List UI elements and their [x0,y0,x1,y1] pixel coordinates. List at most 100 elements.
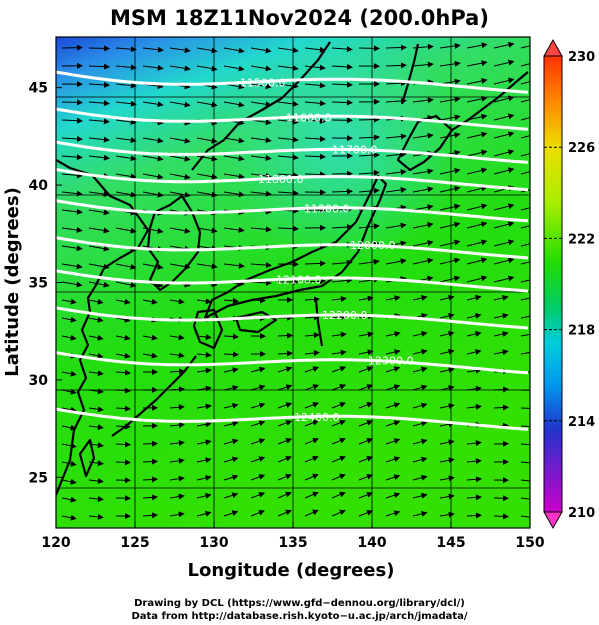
wind-vector [115,459,131,466]
wind-vector [466,440,482,447]
wind-vector [277,118,299,125]
wind-vector [88,495,104,502]
map-plot-area: 11500.0 11600.0 11700.0 11800.0 11900.0 12000… [56,37,530,528]
wind-vector [412,492,428,499]
wind-vector [385,384,401,391]
wind-vector [385,222,407,229]
wind-vector [493,295,509,301]
wind-vector [385,492,401,499]
wind-vector [466,385,482,392]
wind-vector [331,63,353,70]
wind-vector [277,350,293,357]
wind-vector [61,442,77,449]
wind-vector [520,207,530,211]
colorbar-tick-label: 226 [568,141,595,156]
wind-vector [142,512,158,519]
wind-vector [250,83,272,90]
wind-vector [61,172,83,179]
wind-vector [520,405,530,412]
wind-vector [412,402,428,409]
wind-vector [88,281,110,288]
wind-vector [412,61,434,68]
wind-vector [304,64,326,71]
wind-vector [358,437,374,445]
wind-vector [358,349,374,356]
wind-vector [61,514,77,521]
y-tick-label: 45 [29,81,48,97]
wind-vector [304,118,326,125]
wind-vector [223,137,245,144]
wind-vector [493,77,515,85]
height-contour-line [56,269,529,293]
wind-vector [142,46,164,53]
wind-vector [466,203,488,211]
wind-vector [142,173,164,180]
x-tick-label: 145 [436,535,465,551]
height-contour-label: 11600.0 [286,111,332,124]
wind-vector [115,441,131,448]
wind-vector [439,239,461,247]
wind-vector [466,167,488,175]
wind-vector [331,277,353,284]
wind-vector [223,510,239,517]
wind-vector [196,334,212,341]
wind-vector [412,43,434,50]
wind-vector [304,455,319,463]
coastline-kurils [451,71,529,131]
wind-vector [385,44,407,51]
wind-vector [466,42,488,49]
wind-vector [169,368,185,375]
wind-vector [115,387,131,394]
wind-vector [115,46,137,53]
wind-vector [466,113,488,121]
wind-vector [61,460,77,467]
wind-vector [169,422,185,429]
wind-vector [385,438,401,445]
colorbar-max-arrow [543,38,563,57]
wind-vector [142,101,164,108]
wind-vector [196,298,212,305]
wind-vector [250,456,266,463]
wind-vector [142,64,164,71]
wind-vector [223,262,245,269]
height-contour-label: 12100.0 [276,274,322,287]
wind-vector [493,404,509,411]
height-contour-label: 11500.0 [240,77,286,90]
wind-vector [493,167,515,175]
wind-vector [196,173,218,180]
wind-vector [250,190,272,197]
wind-vector [466,494,482,501]
wind-vector [358,455,374,463]
colorbar-min-arrow [543,511,563,530]
wind-vector [358,420,374,427]
wind-vector [439,312,455,319]
wind-vector [358,491,374,499]
wind-vector [520,514,530,521]
coastline-taiwan [78,438,96,478]
wind-vector [466,458,482,465]
wind-vector [196,457,212,464]
wind-vector [169,47,191,54]
wind-vector [304,473,319,481]
wind-vector [88,245,110,252]
wind-vector [520,243,530,247]
height-contour-line [56,199,529,223]
wind-vector [61,226,83,233]
wind-vector [520,63,530,67]
wind-vector [331,419,346,427]
wind-vector [412,331,428,337]
height-contour-label: 11700.0 [332,143,378,156]
height-contours: 11500.0 11600.0 11700.0 11800.0 11900.0 12000… [56,70,529,431]
wind-vector [358,384,374,391]
wind-vector [304,100,326,107]
wind-vector [466,512,482,519]
wind-vector [277,491,292,499]
wind-vector [412,97,434,104]
wind-vector [385,133,407,140]
wind-vector [250,402,266,409]
wind-vector [439,60,461,67]
credit-data: Data from http://database.rish.kyoto−u.a… [131,611,468,622]
wind-vector [412,474,428,481]
wind-vector [88,263,110,270]
wind-vector [142,227,164,234]
